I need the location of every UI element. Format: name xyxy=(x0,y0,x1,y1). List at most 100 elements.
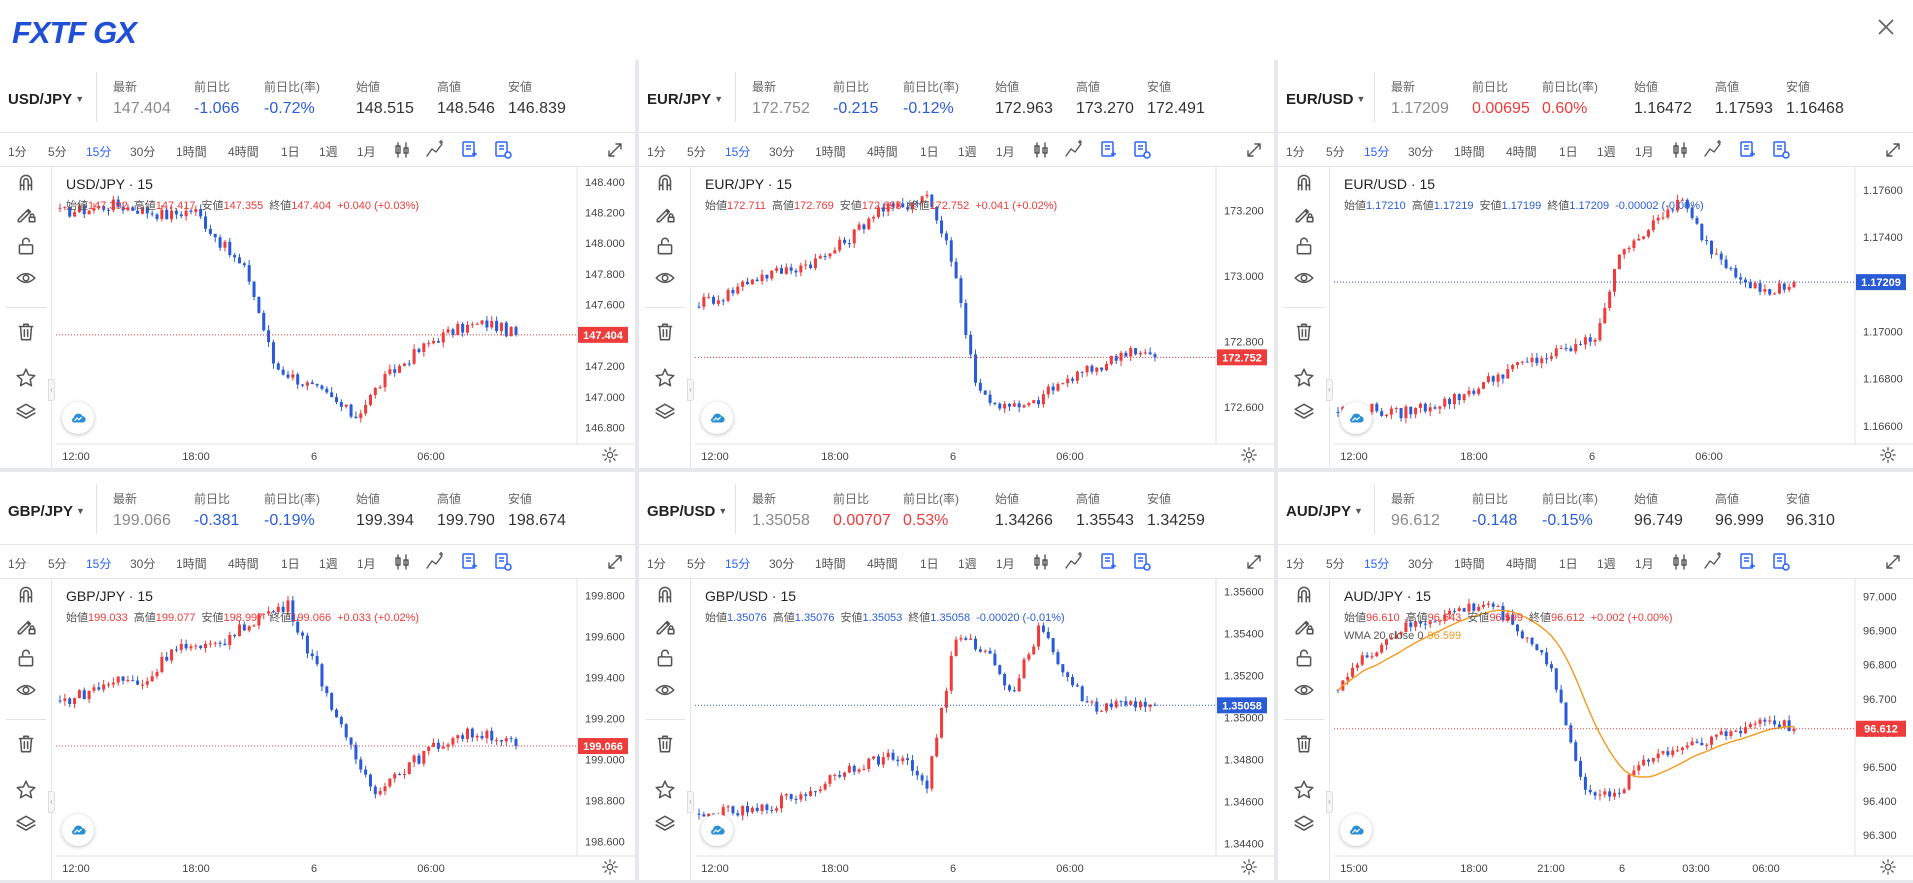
candlestick-icon[interactable] xyxy=(1670,140,1690,160)
timeframe-2[interactable]: 15分 xyxy=(1364,557,1390,571)
timeframe-1[interactable]: 5分 xyxy=(1326,557,1345,571)
trash-icon[interactable] xyxy=(1293,733,1315,755)
timeframe-5[interactable]: 4時間 xyxy=(867,145,898,159)
eye-icon[interactable] xyxy=(654,679,676,701)
collapse-toolbar-handle[interactable]: ‹ xyxy=(48,791,55,813)
cloud-button[interactable] xyxy=(701,814,733,846)
candlestick-icon[interactable] xyxy=(1031,140,1051,160)
cloud-button[interactable] xyxy=(1340,402,1372,434)
cloud-button[interactable] xyxy=(62,814,94,846)
timeframe-4[interactable]: 1時間 xyxy=(815,557,846,571)
timeframe-2[interactable]: 15分 xyxy=(725,557,751,571)
template-settings-icon[interactable] xyxy=(493,140,513,160)
timeframe-8[interactable]: 1月 xyxy=(996,557,1015,571)
timeframe-4[interactable]: 1時間 xyxy=(815,145,846,159)
gear-icon[interactable] xyxy=(601,858,619,876)
template-icon[interactable] xyxy=(1738,552,1758,572)
timeframe-8[interactable]: 1月 xyxy=(1635,557,1654,571)
timeframe-6[interactable]: 1日 xyxy=(920,557,939,571)
magnet-icon[interactable] xyxy=(654,583,676,605)
timeframe-0[interactable]: 1分 xyxy=(8,557,27,571)
symbol-selector[interactable]: GBP/USD ▼ xyxy=(647,503,727,520)
layers-icon[interactable] xyxy=(15,813,37,835)
timeframe-7[interactable]: 1週 xyxy=(319,145,338,159)
eye-icon[interactable] xyxy=(654,267,676,289)
timeframe-3[interactable]: 30分 xyxy=(130,145,156,159)
timeframe-7[interactable]: 1週 xyxy=(1597,145,1616,159)
symbol-selector[interactable]: EUR/JPY ▼ xyxy=(647,91,723,108)
template-icon[interactable] xyxy=(1738,140,1758,160)
timeframe-2[interactable]: 15分 xyxy=(86,145,112,159)
template-settings-icon[interactable] xyxy=(493,552,513,572)
collapse-toolbar-handle[interactable]: ‹ xyxy=(1326,379,1333,401)
star-icon[interactable] xyxy=(1293,779,1315,801)
cloud-button[interactable] xyxy=(1340,814,1372,846)
indicator-icon[interactable] xyxy=(1703,552,1723,572)
trash-icon[interactable] xyxy=(1293,321,1315,343)
symbol-selector[interactable]: AUD/JPY ▼ xyxy=(1286,503,1363,520)
collapse-toolbar-handle[interactable]: ‹ xyxy=(687,791,694,813)
timeframe-8[interactable]: 1月 xyxy=(1635,145,1654,159)
price-chart[interactable]: 97.00096.90096.80096.70096.60096.50096.4… xyxy=(1334,579,1913,880)
candlestick-icon[interactable] xyxy=(392,140,412,160)
candlestick-icon[interactable] xyxy=(392,552,412,572)
timeframe-6[interactable]: 1日 xyxy=(281,557,300,571)
template-settings-icon[interactable] xyxy=(1771,140,1791,160)
eye-icon[interactable] xyxy=(15,679,37,701)
timeframe-7[interactable]: 1週 xyxy=(1597,557,1616,571)
pencil-lock-icon[interactable] xyxy=(1293,615,1315,637)
indicator-icon[interactable] xyxy=(1703,140,1723,160)
timeframe-2[interactable]: 15分 xyxy=(86,557,112,571)
timeframe-2[interactable]: 15分 xyxy=(725,145,751,159)
layers-icon[interactable] xyxy=(654,813,676,835)
gear-icon[interactable] xyxy=(1240,446,1258,464)
unlock-icon[interactable] xyxy=(1293,235,1315,257)
magnet-icon[interactable] xyxy=(1293,583,1315,605)
trash-icon[interactable] xyxy=(654,321,676,343)
gear-icon[interactable] xyxy=(1879,858,1897,876)
template-icon[interactable] xyxy=(460,140,480,160)
indicator-icon[interactable] xyxy=(425,140,445,160)
indicator-icon[interactable] xyxy=(1064,552,1084,572)
timeframe-1[interactable]: 5分 xyxy=(687,145,706,159)
unlock-icon[interactable] xyxy=(15,647,37,669)
expand-icon[interactable] xyxy=(605,552,625,572)
pencil-lock-icon[interactable] xyxy=(1293,203,1315,225)
star-icon[interactable] xyxy=(15,367,37,389)
timeframe-8[interactable]: 1月 xyxy=(357,557,376,571)
timeframe-6[interactable]: 1日 xyxy=(1559,557,1578,571)
pencil-lock-icon[interactable] xyxy=(654,203,676,225)
expand-icon[interactable] xyxy=(1883,552,1903,572)
timeframe-5[interactable]: 4時間 xyxy=(228,557,259,571)
timeframe-7[interactable]: 1週 xyxy=(319,557,338,571)
unlock-icon[interactable] xyxy=(654,235,676,257)
magnet-icon[interactable] xyxy=(15,583,37,605)
indicator-icon[interactable] xyxy=(425,552,445,572)
timeframe-0[interactable]: 1分 xyxy=(1286,557,1305,571)
timeframe-3[interactable]: 30分 xyxy=(1408,145,1434,159)
close-icon[interactable] xyxy=(1871,12,1901,42)
timeframe-3[interactable]: 30分 xyxy=(1408,557,1434,571)
timeframe-0[interactable]: 1分 xyxy=(647,145,666,159)
expand-icon[interactable] xyxy=(1244,552,1264,572)
timeframe-5[interactable]: 4時間 xyxy=(228,145,259,159)
unlock-icon[interactable] xyxy=(654,647,676,669)
timeframe-6[interactable]: 1日 xyxy=(1559,145,1578,159)
symbol-selector[interactable]: EUR/USD ▼ xyxy=(1286,91,1365,108)
price-chart[interactable]: 199.800 199.600 199.400 199.200 199.000 198.8… xyxy=(56,579,635,880)
timeframe-1[interactable]: 5分 xyxy=(48,145,67,159)
indicator-icon[interactable] xyxy=(1064,140,1084,160)
timeframe-8[interactable]: 1月 xyxy=(996,145,1015,159)
timeframe-7[interactable]: 1週 xyxy=(958,557,977,571)
symbol-selector[interactable]: GBP/JPY ▼ xyxy=(8,503,85,520)
collapse-toolbar-handle[interactable]: ‹ xyxy=(1326,791,1333,813)
pencil-lock-icon[interactable] xyxy=(15,203,37,225)
price-chart[interactable]: 173.200 173.000 172.800 172.600 172.752 12:00… xyxy=(695,167,1274,468)
star-icon[interactable] xyxy=(15,779,37,801)
template-icon[interactable] xyxy=(460,552,480,572)
layers-icon[interactable] xyxy=(1293,401,1315,423)
expand-icon[interactable] xyxy=(605,140,625,160)
template-settings-icon[interactable] xyxy=(1771,552,1791,572)
trash-icon[interactable] xyxy=(15,321,37,343)
pencil-lock-icon[interactable] xyxy=(15,615,37,637)
